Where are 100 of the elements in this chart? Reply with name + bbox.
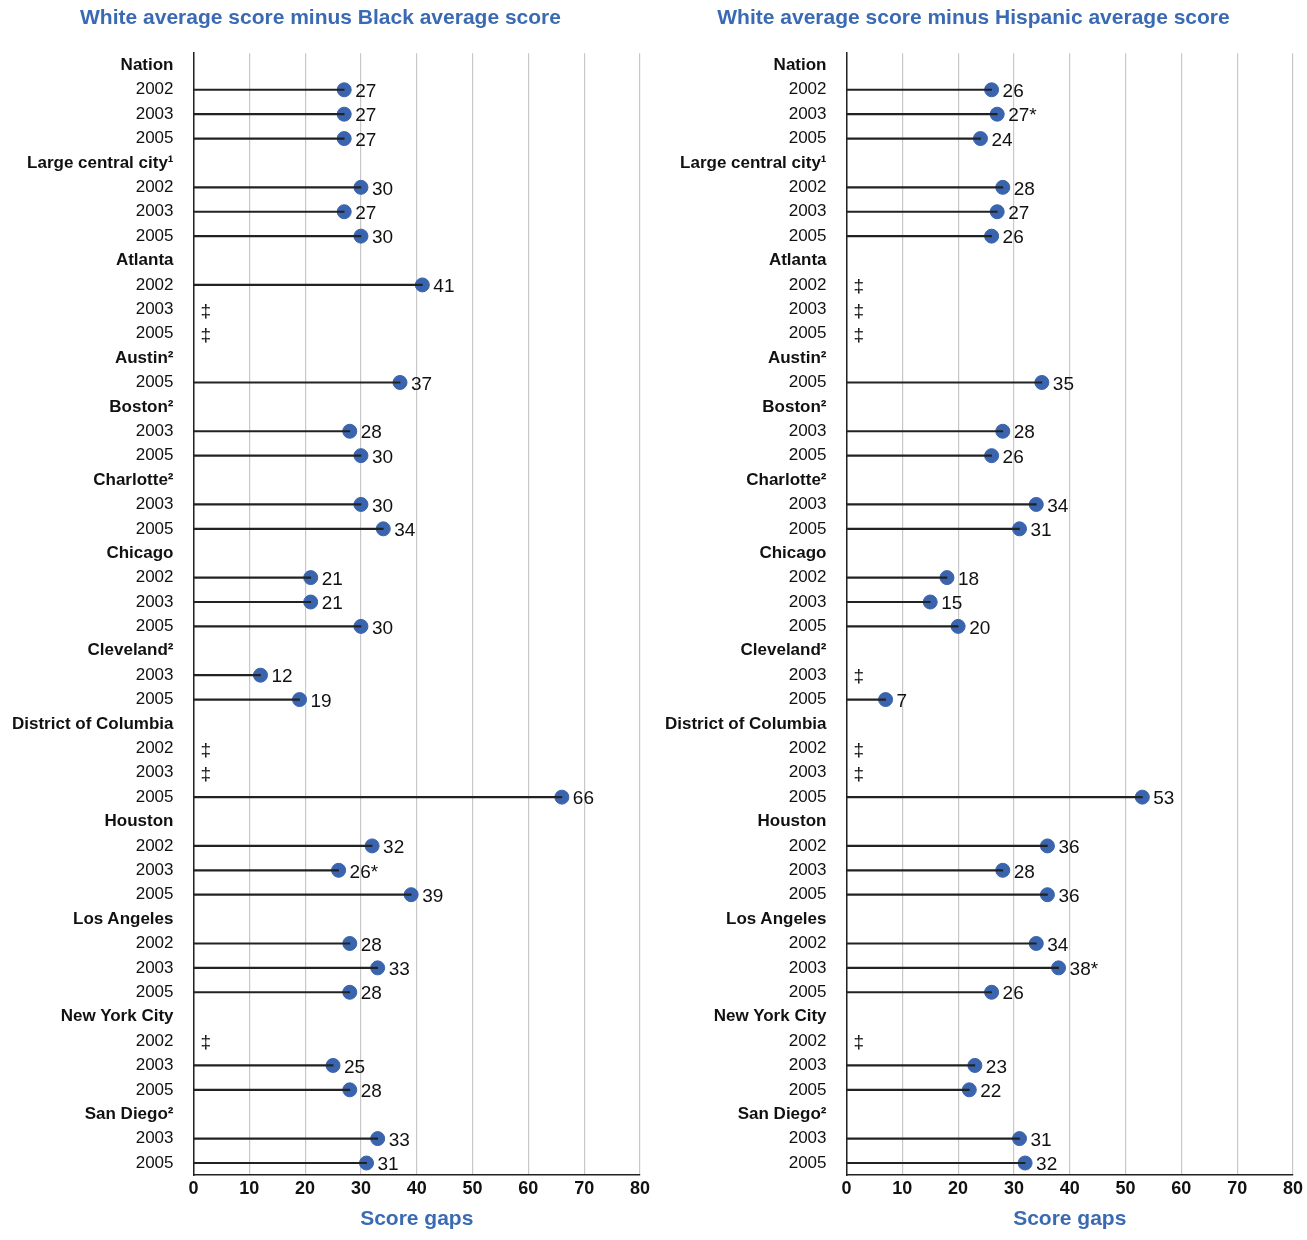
data-label: 19: [310, 689, 332, 711]
y-tick-label: 2005: [135, 445, 174, 465]
y-tick-label: 2003: [135, 1055, 174, 1075]
data-label: 21: [321, 567, 343, 589]
y-tick-label: 2003: [135, 1128, 174, 1148]
data-label: 23: [985, 1055, 1008, 1077]
y-tick-label: New York City: [713, 1006, 828, 1026]
data-label: 38*: [1069, 958, 1099, 980]
y-tick-label: 2002: [788, 1030, 827, 1050]
y-tick-label: San Diego²: [84, 1103, 174, 1123]
data-label: 30: [371, 445, 394, 467]
point: [370, 1131, 386, 1147]
y-tick-label: 2003: [788, 591, 827, 611]
y-tick-label: 2005: [135, 128, 174, 148]
point: [303, 594, 319, 610]
point: [984, 984, 1000, 1000]
y-tick-label: 2005: [135, 786, 174, 806]
point: [950, 618, 966, 634]
y-tick-label: Charlotte²: [93, 469, 174, 489]
x-tick-label: 70: [1227, 1177, 1248, 1198]
data-label: 25: [344, 1055, 366, 1077]
point: [252, 667, 268, 683]
text: ‡: [200, 1031, 212, 1053]
y-tick-label: District of Columbia: [664, 713, 828, 733]
x-tick-label: 20: [948, 1177, 969, 1198]
x-tick-label: 60: [1171, 1177, 1192, 1198]
data-label: 15: [941, 592, 963, 614]
point: [995, 423, 1011, 439]
y-tick-label: 2005: [788, 128, 827, 148]
y-tick-label: 2005: [135, 518, 174, 538]
y-tick-label: 2003: [788, 860, 827, 879]
data-label: 32: [1036, 1153, 1058, 1175]
x-tick-label: 10: [892, 1177, 913, 1198]
y-tick-label: 2003: [135, 591, 174, 611]
point: [303, 570, 319, 586]
chart-title: White average score minus Black average score: [80, 5, 561, 29]
text: ‡: [853, 738, 865, 760]
data-label: 27: [355, 80, 377, 102]
point: [984, 228, 1000, 244]
data-label: 30: [371, 616, 394, 638]
y-tick-label: 2005: [788, 372, 827, 392]
y-tick-label: 2003: [135, 860, 174, 879]
point: [995, 179, 1011, 195]
data-label: 33: [388, 1128, 410, 1150]
data-label: 27*: [1008, 104, 1038, 126]
data-label: 33: [388, 958, 410, 980]
data-label: 31: [377, 1153, 399, 1175]
y-tick-label: Austin²: [114, 347, 174, 367]
x-tick-label: 50: [462, 1177, 483, 1198]
y-tick-label: 2005: [135, 689, 174, 709]
x-tick-label: 50: [1115, 1177, 1136, 1198]
data-label: 27: [1008, 201, 1030, 223]
y-tick-label: 2002: [788, 79, 827, 99]
data-label: 39: [422, 884, 444, 906]
x-axis-title: Score gaps: [1013, 1206, 1127, 1230]
data-label: 18: [957, 567, 980, 589]
data-label: 28: [1013, 177, 1035, 199]
y-tick-label: 2003: [135, 103, 174, 123]
y-tick-label: Large central city¹: [680, 152, 827, 172]
text: ‡: [200, 299, 212, 321]
y-tick-label: Nation: [773, 55, 827, 75]
y-tick-label: Chicago: [106, 542, 174, 562]
y-tick-label: Houston: [104, 811, 174, 831]
y-tick-label: 2005: [135, 981, 174, 1001]
y-tick-label: 2003: [788, 494, 827, 514]
y-tick-label: 2003: [788, 1128, 827, 1148]
y-tick-label: 2005: [788, 981, 827, 1001]
x-tick-label: 70: [574, 1177, 595, 1198]
data-label: 53: [1153, 787, 1175, 809]
y-tick-label: 2002: [788, 567, 827, 587]
data-label: 27: [355, 128, 377, 150]
y-tick-label: 2003: [135, 494, 174, 514]
y-tick-label: 2002: [135, 567, 174, 587]
y-tick-label: 2003: [788, 420, 827, 440]
y-tick-label: 2003: [788, 664, 827, 684]
point: [984, 82, 1000, 98]
data-label: 37: [411, 372, 433, 394]
x-tick-label: 40: [1059, 1177, 1080, 1198]
y-tick-label: 2003: [135, 957, 174, 977]
y-tick-label: 2005: [788, 445, 827, 465]
text: ‡: [200, 738, 212, 760]
point: [554, 789, 570, 805]
point: [353, 618, 369, 634]
data-label: 7: [896, 689, 908, 711]
y-tick-label: District of Columbia: [11, 713, 175, 733]
data-label: 30: [371, 177, 394, 199]
y-tick-label: 2002: [788, 738, 827, 758]
y-tick-label: Chicago: [759, 542, 827, 562]
x-tick-label: 80: [1282, 1177, 1303, 1198]
point: [995, 862, 1011, 878]
chart-title: White average score minus Hispanic average score: [717, 5, 1230, 29]
y-tick-label: 2003: [788, 957, 827, 977]
y-tick-label: Cleveland²: [740, 640, 827, 660]
text: ‡: [853, 275, 865, 297]
text: ‡: [853, 665, 865, 687]
point: [403, 887, 419, 903]
y-tick-label: Los Angeles: [73, 908, 174, 928]
y-tick-label: Boston²: [109, 396, 174, 416]
data-label: 32: [383, 836, 405, 858]
point: [1051, 960, 1067, 976]
